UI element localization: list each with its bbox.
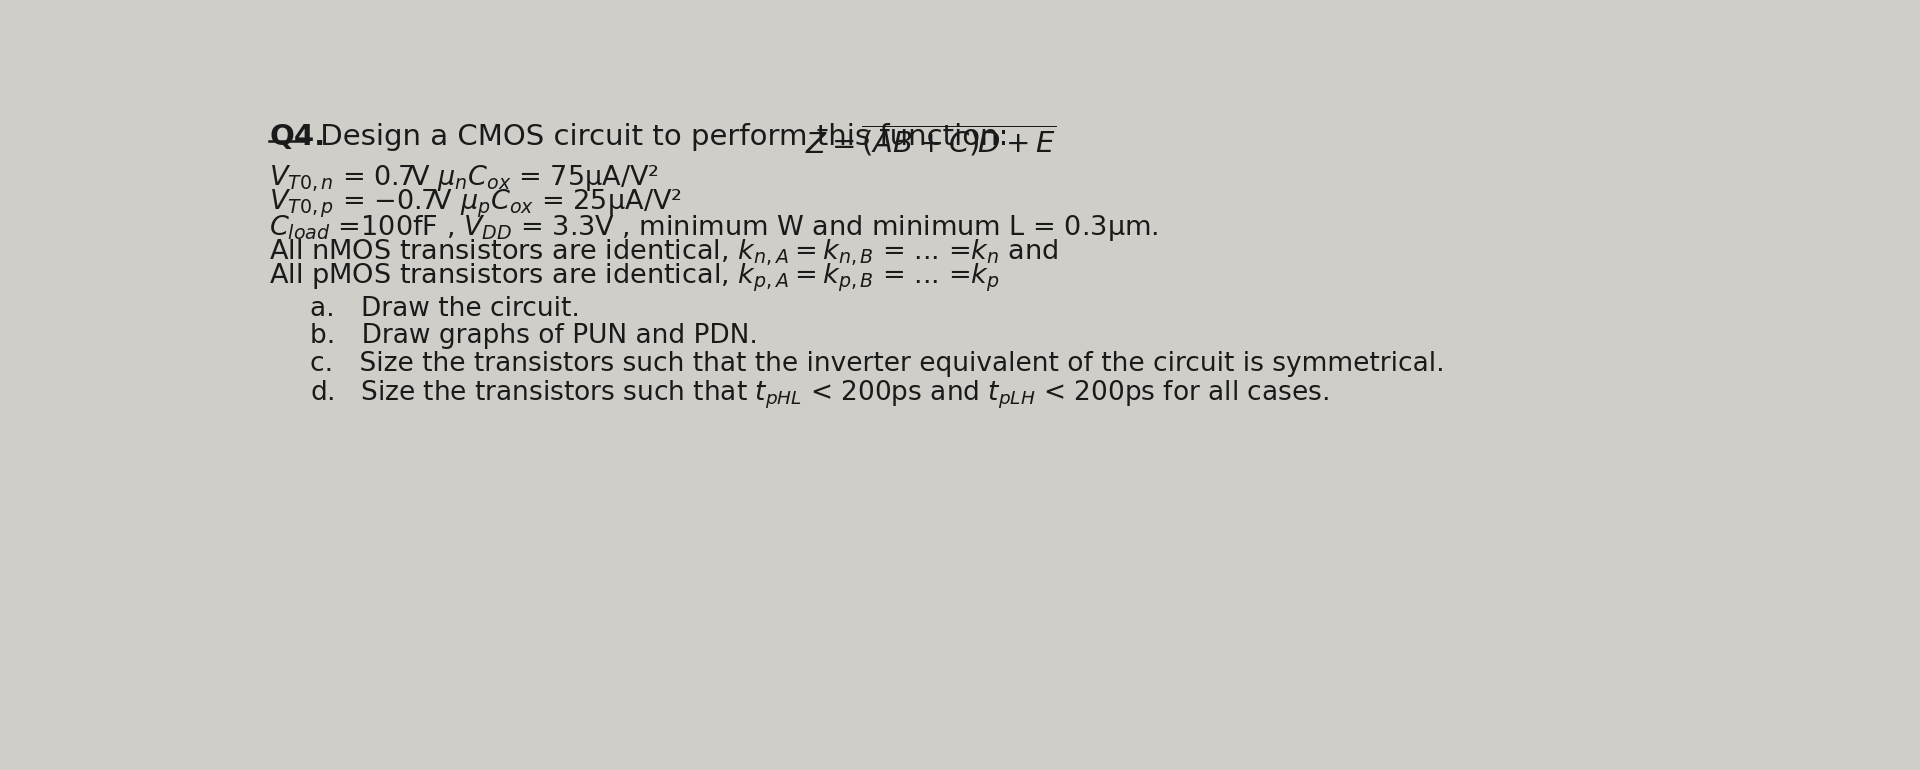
Text: All nMOS transistors are identical, $k_{n,A} = k_{n,B}$ = ... =$k_n$ and: All nMOS transistors are identical, $k_{… — [269, 237, 1058, 267]
Text: a. Draw the circuit.: a. Draw the circuit. — [309, 296, 580, 322]
Text: b. Draw graphs of PUN and PDN.: b. Draw graphs of PUN and PDN. — [309, 323, 758, 350]
Text: c. Size the transistors such that the inverter equivalent of the circuit is symm: c. Size the transistors such that the in… — [309, 351, 1444, 377]
Text: Q4.: Q4. — [269, 123, 326, 151]
Text: d.   Size the transistors such that $t_{pHL}$ < 200ps and $t_{pLH}$ < 200ps for : d. Size the transistors such that $t_{pH… — [309, 379, 1329, 411]
Text: All pMOS transistors are identical, $k_{p,A} = k_{p,B}$ = ... =$k_p$: All pMOS transistors are identical, $k_{… — [269, 262, 1000, 294]
Text: $C_{load}$ =100fF , $V_{DD}$ = 3.3V , minimum W and minimum L = 0.3μm.: $C_{load}$ =100fF , $V_{DD}$ = 3.3V , mi… — [269, 213, 1160, 243]
Text: $Z = \overline{(AB + C)D + E}$: $Z = \overline{(AB + C)D + E}$ — [804, 123, 1056, 159]
Text: $V_{T0,p}$ = −0.7V $\mu_pC_{ox}$ = 25μA/V²: $V_{T0,p}$ = −0.7V $\mu_pC_{ox}$ = 25μA/… — [269, 188, 682, 220]
Text: Design a CMOS circuit to perform this function:: Design a CMOS circuit to perform this fu… — [311, 123, 1027, 151]
Text: $V_{T0,n}$ = 0.7V $\mu_nC_{ox}$ = 75μA/V²: $V_{T0,n}$ = 0.7V $\mu_nC_{ox}$ = 75μA/V… — [269, 163, 660, 193]
